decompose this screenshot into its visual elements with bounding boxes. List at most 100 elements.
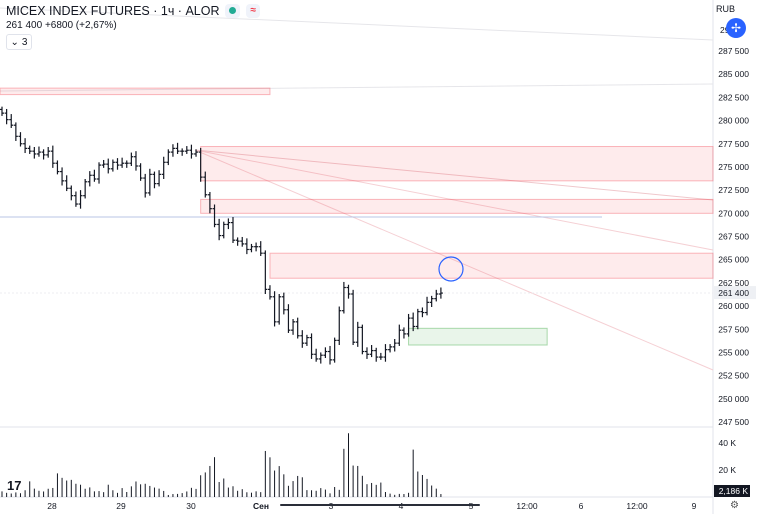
price-bar — [60, 167, 65, 186]
price-bar — [355, 321, 360, 347]
price-bar — [101, 159, 106, 168]
price-bar — [314, 348, 319, 362]
price-tick-label: 247 500 — [718, 417, 749, 427]
price-bar — [23, 138, 28, 154]
price-bar — [46, 146, 51, 158]
gear-icon[interactable]: ⚙ — [730, 500, 739, 511]
price-bar — [258, 241, 263, 256]
price-bar — [36, 146, 41, 157]
time-tick-label: 28 — [47, 501, 57, 511]
price-bar — [411, 312, 416, 332]
price-tick-label: 287 500 — [718, 46, 749, 56]
price-tick-label: 282 500 — [718, 92, 749, 102]
price-bar — [369, 345, 374, 358]
price-bar — [166, 149, 171, 166]
wave-icon: ≈ — [250, 5, 256, 16]
price-bar — [277, 294, 282, 325]
price-bar — [152, 171, 157, 189]
price-bar — [106, 158, 111, 174]
trend-line — [194, 149, 714, 251]
price-bar — [133, 151, 138, 171]
price-bar — [254, 242, 259, 252]
price-bar — [13, 122, 18, 141]
price-tick-label: 265 000 — [718, 255, 749, 265]
price-bar — [244, 238, 249, 255]
price-bar — [64, 175, 69, 192]
time-tick-label: 6 — [579, 501, 584, 511]
indicators-toggle[interactable]: ⌄ 3 — [6, 34, 32, 50]
price-bar — [378, 352, 383, 360]
cursor-circle — [438, 256, 464, 282]
price-bar — [217, 218, 222, 241]
price-bar — [92, 169, 97, 182]
price-bar — [50, 145, 55, 168]
data-delay-badge[interactable]: ≈ — [246, 4, 260, 18]
chevron-down-icon: ⌄ — [10, 36, 19, 48]
trend-line — [194, 149, 714, 371]
price-bar — [272, 291, 277, 327]
price-bar — [18, 132, 23, 147]
price-bar — [78, 190, 83, 209]
price-bar — [304, 334, 309, 346]
price-bar — [438, 287, 443, 299]
price-bar — [203, 171, 208, 198]
resistance-zone — [269, 252, 714, 279]
price-bar — [147, 168, 152, 196]
price-tick-label: 285 000 — [718, 69, 749, 79]
price-bar — [226, 218, 231, 230]
price-bar — [364, 347, 369, 359]
price-tick-label: 275 000 — [718, 162, 749, 172]
last-price: 261 400 — [6, 20, 43, 31]
price-bar — [69, 185, 74, 201]
price-bar — [198, 147, 203, 182]
price-tick-label: 250 000 — [718, 394, 749, 404]
price-bar — [249, 243, 254, 253]
trend-line — [194, 149, 714, 201]
trend-line — [0, 7, 714, 41]
price-bar — [115, 158, 120, 170]
price-bar — [341, 281, 346, 314]
price-bar — [332, 337, 337, 363]
price-bar — [388, 344, 393, 353]
price-tick-label: 272 500 — [718, 185, 749, 195]
time-tick-label: 29 — [116, 501, 126, 511]
price-bar — [138, 163, 143, 181]
price-bar — [175, 142, 180, 154]
price-bar — [291, 319, 296, 335]
time-scroll-indicator — [280, 504, 480, 506]
indicator-count: 3 — [21, 36, 28, 48]
price-bar — [360, 324, 365, 355]
time-tick-label: 12:00 — [516, 501, 538, 511]
price-bar — [406, 313, 411, 337]
price-bar — [309, 333, 314, 359]
price-bar — [434, 289, 439, 302]
price-bar — [351, 289, 356, 346]
currency-label[interactable]: RUB — [716, 4, 736, 14]
price-tick-label: 262 500 — [718, 278, 749, 288]
volume-tick-label: 20 K — [719, 465, 737, 475]
resistance-zone — [0, 87, 271, 96]
price-bar — [194, 149, 199, 157]
price-bar — [397, 324, 402, 346]
price-tick-label: 29 — [720, 25, 730, 35]
price-bar — [207, 191, 212, 214]
price-bar — [346, 284, 351, 299]
price-bar — [286, 304, 291, 333]
price-bar — [161, 156, 166, 179]
price-bar — [55, 160, 60, 175]
price-bar — [83, 178, 88, 199]
symbol-title[interactable]: MICEX INDEX FUTURES · 1ч · ALOR — [6, 4, 220, 18]
price-tick-label: 252 500 — [718, 371, 749, 381]
last-price-box — [714, 286, 756, 300]
resistance-zone — [200, 146, 714, 182]
price-bar — [425, 296, 430, 316]
last-price-label: 261 400 — [718, 288, 749, 298]
price-tick-label: 270 000 — [718, 208, 749, 218]
price-bar — [170, 144, 175, 157]
market-status-badge[interactable] — [225, 4, 241, 18]
price-tick-label: 277 500 — [718, 139, 749, 149]
price-bar — [9, 114, 14, 128]
price-bar — [212, 204, 217, 228]
crosshair-button[interactable]: ✢ — [726, 18, 746, 38]
